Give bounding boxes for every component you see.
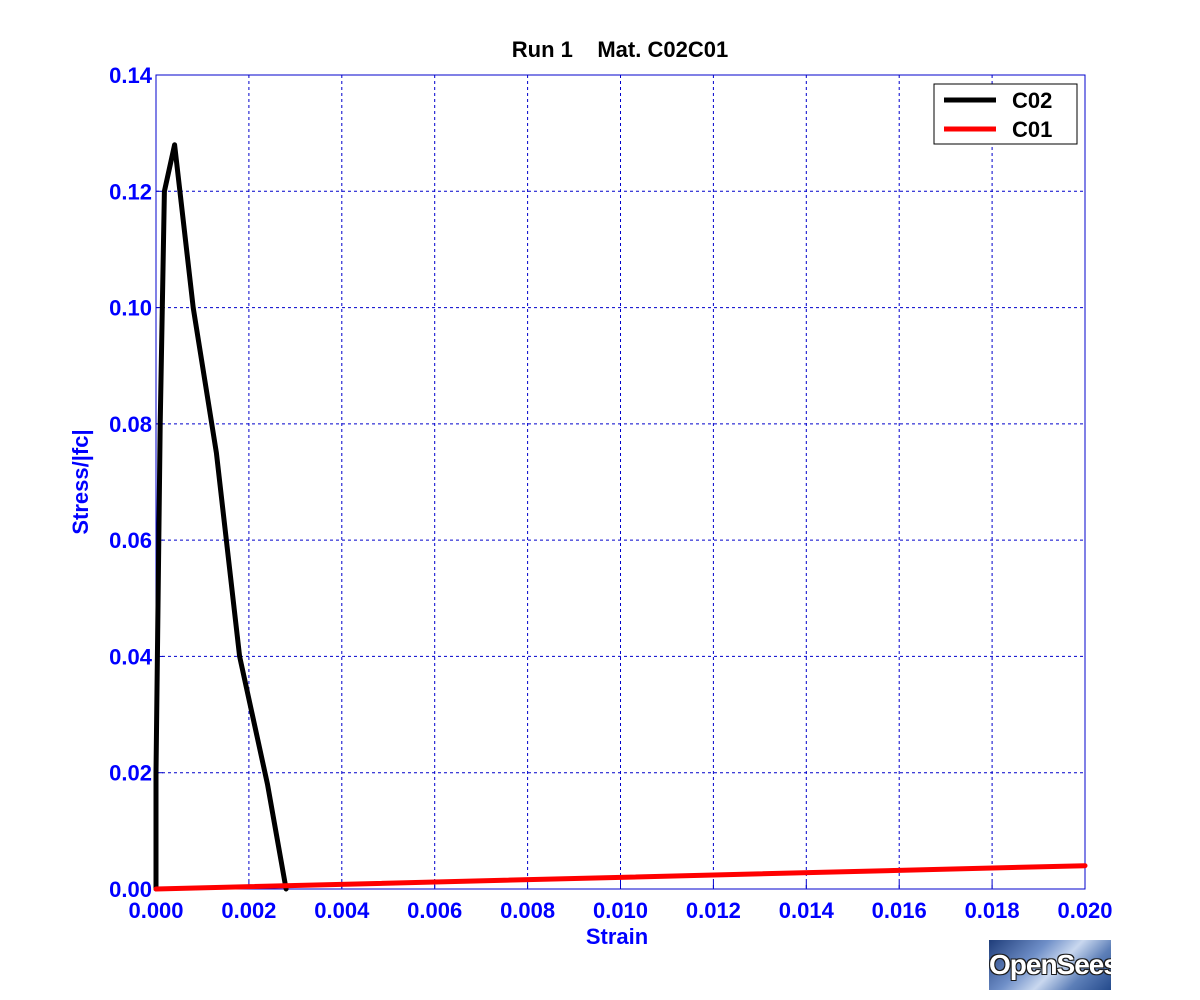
- grid: [155, 74, 1086, 890]
- series-line-c02: [153, 142, 289, 892]
- x-tick-label: 0.020: [1057, 898, 1112, 923]
- legend: C02C01: [933, 83, 1078, 145]
- plot-frame: [155, 74, 1086, 890]
- x-tick-label: 0.006: [407, 898, 462, 923]
- y-tick-label: 0.02: [109, 761, 152, 786]
- y-tick-label: 0.00: [109, 877, 152, 902]
- x-axis-label: Strain: [586, 924, 648, 949]
- legend-box: [933, 83, 1078, 145]
- series-line-c01: [153, 863, 1088, 892]
- x-tick-label: 0.012: [686, 898, 741, 923]
- y-tick-label: 0.08: [109, 412, 152, 437]
- x-tick-label: 0.016: [872, 898, 927, 923]
- y-tick-label: 0.04: [109, 644, 153, 669]
- y-axis-label: Stress/|fc|: [68, 429, 93, 534]
- x-tick-labels: 0.000 0.002 0.004 0.006 0.008 0.010 0.012 0.014…: [128, 898, 1112, 923]
- chart-title: Run 1 Mat. C02C01: [512, 37, 728, 62]
- x-tick-label: 0.000: [128, 898, 183, 923]
- y-tick-label: 0.12: [109, 179, 152, 204]
- logo-text: OpenSees: [989, 949, 1111, 980]
- x-tick-label: 0.018: [965, 898, 1020, 923]
- y-tick-label: 0.06: [109, 528, 152, 553]
- y-tick-label: 0.10: [109, 296, 152, 321]
- x-tick-label: 0.002: [221, 898, 276, 923]
- x-tick-label: 0.008: [500, 898, 555, 923]
- y-tick-label: 0.14: [109, 63, 153, 88]
- legend-label-c01: C01: [1012, 117, 1052, 142]
- series-layer: [153, 142, 1088, 892]
- x-tick-label: 0.004: [314, 898, 370, 923]
- opensees-logo: OpenSees: [989, 940, 1111, 990]
- legend-label-c02: C02: [1012, 88, 1052, 113]
- x-tick-label: 0.010: [593, 898, 648, 923]
- y-tick-labels: 0.00 0.02 0.04 0.06 0.08 0.10 0.12 0.14: [109, 63, 153, 902]
- x-tick-label: 0.014: [779, 898, 835, 923]
